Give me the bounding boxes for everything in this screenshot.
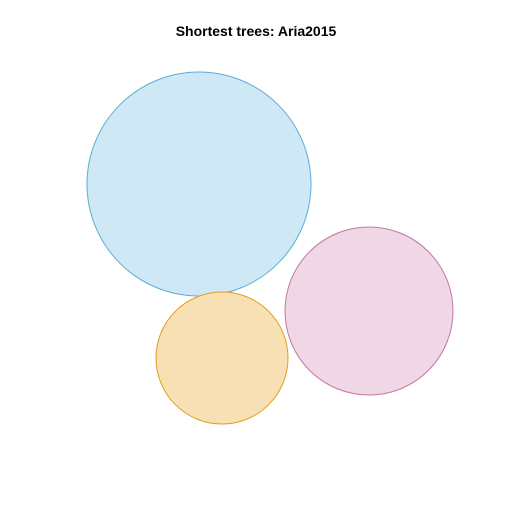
circle-pink: [285, 227, 453, 395]
circle-blue: [87, 72, 311, 296]
circle-orange: [156, 292, 288, 424]
